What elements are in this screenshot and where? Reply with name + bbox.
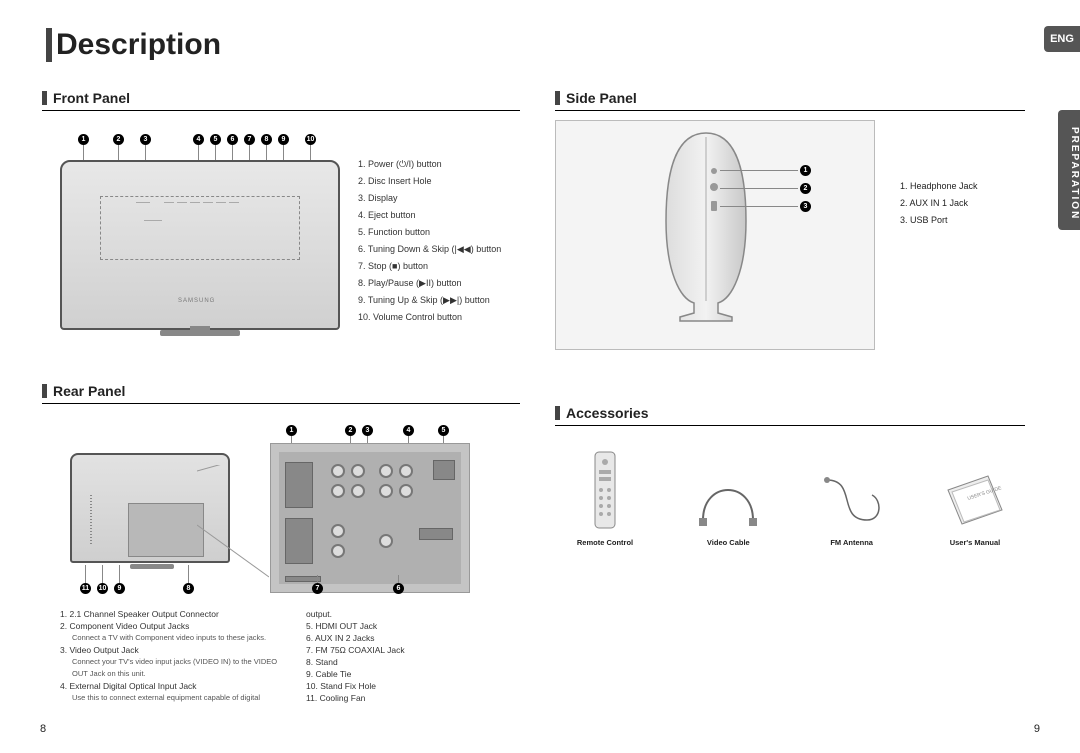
rear-panel-heading: Rear Panel <box>42 383 125 399</box>
list-item: 1. 2.1 Channel Speaker Output Connector <box>60 608 280 620</box>
list-item: 7. Stop (■) button <box>358 258 501 275</box>
front-panel-diagram: 1 2 3 4 5 6 7 8 9 10 SAMSUNG <box>60 130 340 355</box>
list-item-sub: Connect a TV with Component video inputs… <box>60 632 280 644</box>
brand-label: SAMSUNG <box>178 298 215 304</box>
callout: 3 <box>800 201 811 212</box>
callout: 8 <box>183 583 194 594</box>
list-item: 5. Function button <box>358 224 501 241</box>
list-item: 4. Eject button <box>358 207 501 224</box>
accessory-label: Video Cable <box>678 538 778 547</box>
list-item: 10. Stand Fix Hole <box>306 680 405 692</box>
callout: 4 <box>403 425 414 436</box>
callout: 3 <box>362 425 373 436</box>
front-panel-list: 1. Power (⏻/I) button 2. Disc Insert Hol… <box>358 156 501 326</box>
list-item: 3. Video Output Jack <box>60 644 280 656</box>
heading-rule <box>42 110 520 111</box>
accessory-remote: Remote Control <box>555 450 655 547</box>
callout-2: 2 <box>113 134 124 145</box>
page-title: Description <box>56 28 221 62</box>
list-item: 10. Volume Control button <box>358 309 501 326</box>
list-item: 4. External Digital Optical Input Jack <box>60 680 280 692</box>
list-item: 2. Disc Insert Hole <box>358 173 501 190</box>
rear-body <box>70 453 230 563</box>
heading-rule <box>555 425 1025 426</box>
list-item: 1. Headphone Jack <box>900 178 978 195</box>
callout: 11 <box>80 583 91 594</box>
callout: 1 <box>800 165 811 176</box>
accessory-label: Remote Control <box>555 538 655 547</box>
front-panel-heading: Front Panel <box>42 90 130 106</box>
front-display-area <box>100 196 300 260</box>
heading-rule <box>42 403 520 404</box>
accessory-video-cable: Video Cable <box>678 470 778 547</box>
title-bar <box>46 28 52 62</box>
list-item: 6. Tuning Down & Skip (|◀◀) button <box>358 241 501 258</box>
rear-zoom <box>270 443 470 593</box>
list-item: 2. Component Video Output Jacks <box>60 620 280 632</box>
list-item: 9. Tuning Up & Skip (▶▶|) button <box>358 292 501 309</box>
list-item: 3. Display <box>358 190 501 207</box>
side-panel-heading: Side Panel <box>555 90 637 106</box>
front-panel-heading-text: Front Panel <box>53 90 130 106</box>
accessories-heading-text: Accessories <box>566 405 649 421</box>
callout: 2 <box>345 425 356 436</box>
callout: 2 <box>800 183 811 194</box>
heading-rule <box>555 110 1025 111</box>
accessories-heading: Accessories <box>555 405 649 421</box>
list-item: 8. Play/Pause (▶II) button <box>358 275 501 292</box>
callout: 5 <box>438 425 449 436</box>
list-item: 3. USB Port <box>900 212 978 229</box>
side-panel-list: 1. Headphone Jack 2. AUX IN 1 Jack 3. US… <box>900 178 978 229</box>
list-item: 7. FM 75Ω COAXIAL Jack <box>306 644 405 656</box>
page-number-left: 8 <box>40 723 46 735</box>
side-panel-diagram: 1 2 3 <box>555 120 875 350</box>
callout: 6 <box>393 583 404 594</box>
list-item: 2. AUX IN 1 Jack <box>900 195 978 212</box>
rear-panel-heading-text: Rear Panel <box>53 383 125 399</box>
accessory-label: FM Antenna <box>802 538 902 547</box>
accessory-label: User's Manual <box>925 538 1025 547</box>
list-item: 9. Cable Tie <box>306 668 405 680</box>
page-number-right: 9 <box>1034 723 1040 735</box>
list-item: 8. Stand <box>306 656 405 668</box>
accessories-row: Remote Control Video Cable FM Antenna US… <box>555 450 1025 547</box>
list-item: 6. AUX IN 2 Jacks <box>306 632 405 644</box>
accessory-manual: USER'S GUIDE User's Manual <box>925 470 1025 547</box>
callout-6: 6 <box>227 134 238 145</box>
callout-3: 3 <box>140 134 151 145</box>
language-tab: ENG <box>1044 26 1080 52</box>
list-item: 1. Power (⏻/I) button <box>358 156 501 173</box>
section-tab: PREPARATION <box>1058 110 1080 230</box>
callout-4: 4 <box>193 134 204 145</box>
list-item: output. <box>306 608 405 620</box>
list-item-sub: Use this to connect external equipment c… <box>60 692 280 704</box>
callout-8: 8 <box>261 134 272 145</box>
callout-7: 7 <box>244 134 255 145</box>
list-item: 5. HDMI OUT Jack <box>306 620 405 632</box>
callout: 10 <box>97 583 108 594</box>
accessory-fm-antenna: FM Antenna <box>802 470 902 547</box>
callout: 1 <box>286 425 297 436</box>
callout-9: 9 <box>278 134 289 145</box>
callout-10: 10 <box>305 134 316 145</box>
list-item-sub: Connect your TV's video input jacks (VID… <box>60 656 280 680</box>
callout-1: 1 <box>78 134 89 145</box>
list-item: 11. Cooling Fan <box>306 692 405 704</box>
callout: 9 <box>114 583 125 594</box>
callout-5: 5 <box>210 134 221 145</box>
side-panel-heading-text: Side Panel <box>566 90 637 106</box>
rear-panel-diagram: 1 2 3 4 5 <box>60 425 480 600</box>
callout: 7 <box>312 583 323 594</box>
